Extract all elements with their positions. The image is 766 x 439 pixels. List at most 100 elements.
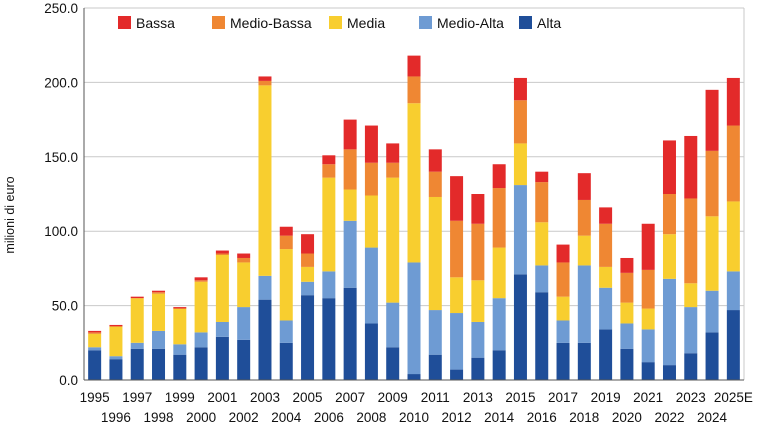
x-tick-label: 2001 bbox=[207, 390, 237, 405]
legend-label-medio-alta: Medio-Alta bbox=[437, 15, 504, 31]
bar-segment-medio-alta-2012 bbox=[450, 313, 464, 370]
bar-segment-media-2008 bbox=[364, 195, 378, 248]
bar-segment-medio-bassa-2001 bbox=[215, 253, 229, 256]
x-tick-label: 2024 bbox=[697, 410, 728, 425]
bar-segment-alta-2007 bbox=[343, 287, 357, 380]
bar-segment-bassa-1995 bbox=[88, 330, 102, 333]
x-tick-label: 2010 bbox=[399, 410, 429, 425]
bar-segment-bassa-2002 bbox=[237, 253, 251, 258]
bar-segment-medio-alta-2021 bbox=[641, 329, 655, 363]
legend: Bassa Medio-Bassa Media Medio-Alta Alta bbox=[118, 15, 561, 31]
y-tick-label: 150.0 bbox=[44, 150, 78, 165]
bar-segment-media-2021 bbox=[641, 308, 655, 330]
x-tick-label: 2025E bbox=[714, 390, 753, 405]
x-tick-label: 1998 bbox=[143, 410, 173, 425]
bar-segment-alta-1996 bbox=[109, 359, 123, 380]
bar-segment-alta-2003 bbox=[258, 299, 272, 380]
x-tick-label: 2015 bbox=[505, 390, 535, 405]
bar-segment-medio-bassa-2024 bbox=[705, 150, 719, 217]
bar-segment-medio-alta-2008 bbox=[364, 247, 378, 324]
bar-segment-alta-2011 bbox=[428, 354, 442, 380]
bar-segment-medio-bassa-2020 bbox=[620, 272, 634, 303]
bar-segment-medio-bassa-2000 bbox=[194, 280, 208, 282]
bar-segment-media-2024 bbox=[705, 216, 719, 291]
y-axis-ticks: 0.0 50.0 100.0 150.0 200.0 250.0 bbox=[44, 1, 78, 388]
bar-segment-media-1998 bbox=[152, 293, 166, 331]
bar-segment-media-2011 bbox=[428, 196, 442, 311]
x-tick-label: 2004 bbox=[271, 410, 302, 425]
bar-segment-medio-bassa-2017 bbox=[556, 262, 570, 297]
bar-segment-alta-2022 bbox=[662, 365, 676, 380]
x-tick-label: 2020 bbox=[612, 410, 642, 425]
x-tick-label: 2021 bbox=[633, 390, 663, 405]
bar-segment-medio-alta-2022 bbox=[662, 278, 676, 366]
x-tick-label: 2013 bbox=[463, 390, 493, 405]
y-tick-label: 0.0 bbox=[59, 373, 78, 388]
x-tick-label: 2003 bbox=[250, 390, 280, 405]
bar-segment-bassa-2009 bbox=[386, 143, 400, 163]
bar-segment-medio-alta-2013 bbox=[471, 321, 485, 358]
bar-segment-bassa-2005 bbox=[301, 234, 315, 254]
bar-segment-medio-bassa-2014 bbox=[492, 188, 506, 248]
bar-segment-alta-2013 bbox=[471, 357, 485, 380]
legend-swatch-media bbox=[329, 16, 342, 29]
x-tick-label: 1999 bbox=[165, 390, 195, 405]
bar-segment-medio-bassa-2011 bbox=[428, 171, 442, 197]
bar-segment-medio-bassa-2002 bbox=[237, 257, 251, 263]
bar-segment-bassa-2025e bbox=[726, 77, 740, 126]
bar-segment-bassa-2019 bbox=[599, 207, 613, 224]
bar-segment-alta-2002 bbox=[237, 339, 251, 380]
bars bbox=[88, 55, 740, 380]
bar-segment-bassa-2018 bbox=[577, 173, 591, 200]
bar-segment-media-2014 bbox=[492, 247, 506, 299]
bar-segment-alta-1999 bbox=[173, 354, 187, 380]
bar-segment-medio-bassa-2006 bbox=[322, 164, 336, 178]
legend-swatch-medio-bassa bbox=[212, 16, 225, 29]
bar-segment-medio-alta-2010 bbox=[407, 262, 421, 375]
bar-segment-medio-alta-2002 bbox=[237, 307, 251, 340]
bar-segment-alta-1997 bbox=[130, 348, 144, 380]
bar-segment-medio-bassa-2021 bbox=[641, 269, 655, 309]
bar-segment-media-2002 bbox=[237, 262, 251, 308]
bar-segment-medio-alta-2025e bbox=[726, 271, 740, 311]
bar-segment-alta-2025e bbox=[726, 310, 740, 380]
bar-segment-alta-2009 bbox=[386, 347, 400, 380]
bar-segment-alta-2021 bbox=[641, 362, 655, 380]
bar-segment-alta-2018 bbox=[577, 342, 591, 380]
x-tick-label: 2022 bbox=[654, 410, 684, 425]
legend-swatch-medio-alta bbox=[419, 16, 432, 29]
bar-segment-media-2001 bbox=[215, 255, 229, 322]
bar-segment-medio-bassa-2019 bbox=[599, 223, 613, 267]
bar-segment-bassa-2007 bbox=[343, 119, 357, 150]
x-tick-label: 2005 bbox=[293, 390, 323, 405]
bar-segment-alta-2015 bbox=[513, 274, 527, 380]
x-tick-label: 2002 bbox=[229, 410, 259, 425]
bar-segment-medio-alta-2000 bbox=[194, 332, 208, 348]
x-tick-label: 2009 bbox=[378, 390, 408, 405]
y-tick-label: 200.0 bbox=[44, 75, 78, 90]
bar-segment-medio-alta-1996 bbox=[109, 356, 123, 360]
bar-segment-media-2004 bbox=[279, 249, 293, 321]
bar-segment-bassa-2024 bbox=[705, 89, 719, 151]
legend-swatch-alta bbox=[519, 16, 532, 29]
legend-swatch-bassa bbox=[118, 16, 131, 29]
bar-segment-medio-bassa-2018 bbox=[577, 199, 591, 236]
bar-segment-medio-alta-2004 bbox=[279, 320, 293, 343]
bar-segment-medio-alta-2024 bbox=[705, 290, 719, 333]
bar-segment-alta-1995 bbox=[88, 350, 102, 380]
bar-segment-bassa-2004 bbox=[279, 226, 293, 236]
bar-segment-bassa-2006 bbox=[322, 155, 336, 165]
x-tick-label: 1997 bbox=[122, 390, 152, 405]
x-tick-label: 2006 bbox=[314, 410, 344, 425]
bar-segment-medio-bassa-2025e bbox=[726, 125, 740, 202]
bar-segment-bassa-2000 bbox=[194, 277, 208, 281]
axes bbox=[83, 7, 745, 381]
x-tick-label: 2017 bbox=[548, 390, 578, 405]
bar-segment-alta-2010 bbox=[407, 374, 421, 380]
bar-segment-media-2015 bbox=[513, 143, 527, 186]
bar-segment-medio-alta-1999 bbox=[173, 344, 187, 355]
x-tick-label: 2016 bbox=[527, 410, 557, 425]
bar-segment-media-2020 bbox=[620, 302, 634, 324]
bar-segment-medio-bassa-2003 bbox=[258, 80, 272, 86]
bar-segment-bassa-2017 bbox=[556, 244, 570, 263]
